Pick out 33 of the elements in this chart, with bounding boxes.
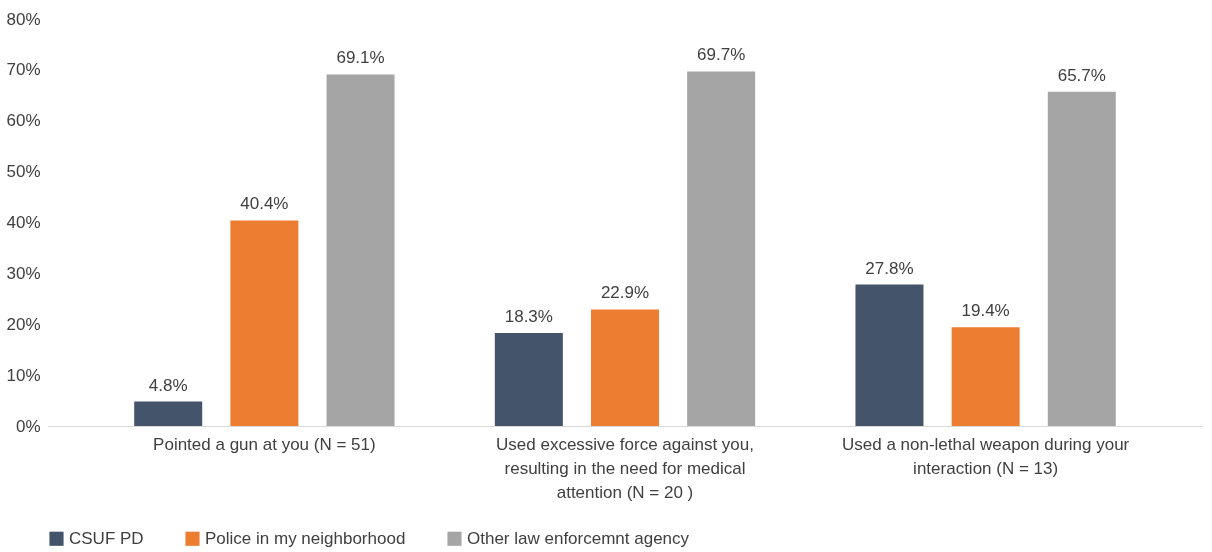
text: 69.1%	[336, 48, 385, 68]
bar	[134, 401, 203, 426]
y-tick-label: 30%	[6, 263, 41, 283]
text: 40.4%	[240, 194, 289, 214]
text: 69.7%	[697, 45, 746, 65]
x-tick-label: Pointed a gun at you (N = 51)	[153, 434, 376, 454]
text: 22.9%	[600, 283, 650, 303]
bar	[326, 74, 395, 426]
text: 4.8%	[148, 375, 188, 395]
y-tick-label: 0%	[15, 416, 41, 436]
bar	[687, 71, 756, 426]
bar	[951, 327, 1020, 426]
bar	[494, 332, 563, 426]
y-tick-label: 60%	[6, 111, 41, 131]
y-tick-label: 10%	[6, 365, 41, 385]
x-tick-label: Used a non-lethal weapon during your interaction (N = 13)	[841, 434, 1130, 478]
bar	[230, 220, 299, 426]
legend-label: CSUF PD	[69, 528, 144, 548]
x-tick-label: Used excessive force against you, resulting in the need for medical attention (N = 20 )	[496, 434, 754, 502]
text: 65.7%	[1057, 65, 1106, 85]
y-tick-label: 80%	[6, 9, 41, 29]
text: 19.4%	[961, 301, 1010, 321]
y-tick-label: 70%	[6, 60, 41, 80]
legend-label: Police in my neighborhood	[205, 528, 406, 548]
legend-label: Other law enforcemnt agency	[467, 528, 690, 548]
bar	[855, 284, 924, 426]
text: 27.8%	[865, 258, 914, 278]
y-tick-label: 50%	[6, 162, 41, 182]
bar	[1047, 91, 1116, 426]
bar	[591, 309, 659, 426]
y-tick-label: 20%	[6, 314, 41, 334]
y-tick-label: 40%	[6, 213, 41, 232]
text: 18.3%	[504, 306, 553, 326]
